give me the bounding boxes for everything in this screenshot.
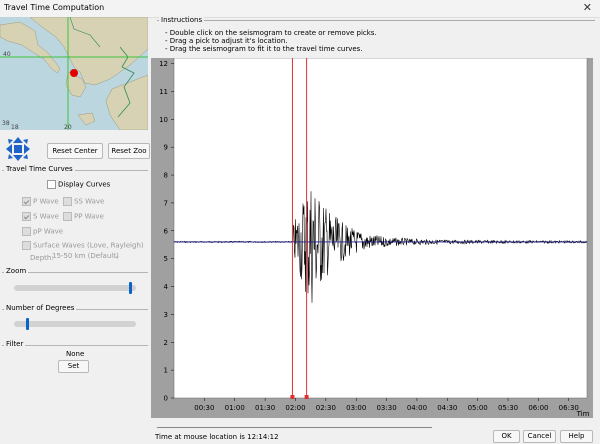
surface-waves-checkbox[interactable]: Surface Waves (Love, Rayleigh) (22, 241, 144, 250)
title-bar: Travel Time Computation ✕ (0, 0, 600, 18)
travel-time-curves-group: Travel Time Curves (2, 165, 148, 173)
horizontal-scrollbar[interactable] (157, 422, 432, 428)
checkbox-label: S Wave (33, 212, 59, 221)
status-text: Time at mouse location is 12:14:12 (155, 433, 279, 441)
instruction-line: - Double click on the seismogram to crea… (165, 29, 377, 37)
lon-label: 18 (11, 124, 19, 130)
checkbox-box[interactable] (22, 241, 31, 250)
depth-value: 15-50 km (Default) (52, 252, 119, 260)
instructions-group: Instructions - Double click on the seism… (157, 16, 595, 59)
depth-select[interactable]: 15-50 km (Default) ⌄ (52, 252, 122, 263)
y-tick-label: 6 (164, 227, 169, 235)
y-tick-label: 2 (164, 339, 168, 347)
x-tick-label: 03:00 (346, 404, 366, 412)
degrees-group: Number of Degrees (2, 304, 148, 312)
zoom-group: Zoom (2, 267, 148, 275)
y-tick-label: 8 (164, 172, 168, 180)
close-icon[interactable]: ✕ (582, 1, 592, 14)
y-tick-label: 7 (164, 199, 168, 207)
checkbox-box[interactable] (22, 227, 31, 236)
plot-area[interactable] (173, 57, 588, 399)
depth-label: Depth: (30, 254, 54, 262)
pick-handle[interactable] (304, 395, 309, 399)
lon-label: 20 (64, 124, 72, 130)
y-tick-label: 5 (164, 255, 168, 263)
y-tick-label: 0 (164, 395, 168, 403)
y-tick-label: 4 (164, 283, 169, 291)
reset-center-button[interactable]: Reset Center (47, 143, 103, 159)
x-tick-label: 04:00 (407, 404, 427, 412)
x-tick-label: 02:30 (316, 404, 336, 412)
ok-button[interactable]: OK (493, 430, 520, 443)
y-tick-label: 12 (159, 60, 168, 68)
instructions-heading: Instructions (159, 16, 205, 24)
x-tick-label: 00:30 (194, 404, 214, 412)
degrees-slider[interactable] (14, 318, 136, 330)
lat-label: 38 (2, 120, 10, 127)
map-canvas: 40 38 18 20 (0, 17, 148, 130)
x-tick-label: 04:30 (437, 404, 457, 412)
x-tick-label: 02:00 (285, 404, 305, 412)
s-wave-checkbox[interactable]: S Wave (22, 212, 59, 221)
x-tick-label: 05:30 (498, 404, 518, 412)
filter-group: Filter (2, 340, 148, 348)
pick-handle[interactable] (290, 395, 295, 399)
pp-lower-wave-checkbox[interactable]: pP Wave (22, 227, 63, 236)
map-view[interactable]: 40 38 18 20 (0, 17, 148, 130)
y-tick-label: 3 (164, 311, 168, 319)
checkbox-box[interactable] (63, 212, 72, 221)
x-tick-label: 01:30 (255, 404, 275, 412)
y-tick-label: 9 (164, 144, 168, 152)
group-label: Zoom (4, 267, 29, 275)
chevron-down-icon: ⌄ (114, 252, 120, 260)
degrees-slider-thumb[interactable] (26, 318, 29, 330)
checkbox-box[interactable] (22, 212, 31, 221)
y-tick-label: 10 (159, 116, 168, 124)
checkbox-box[interactable] (63, 197, 72, 206)
station-marker (70, 69, 78, 77)
filter-set-button[interactable]: Set (58, 360, 89, 373)
x-tick-label: 03:30 (376, 404, 396, 412)
checkbox-box[interactable] (22, 197, 31, 206)
group-label: Filter (4, 340, 26, 348)
checkbox-box[interactable] (47, 180, 56, 189)
checkbox-label: SS Wave (74, 197, 105, 206)
zoom-slider[interactable] (14, 282, 136, 294)
pp-wave-checkbox[interactable]: PP Wave (63, 212, 104, 221)
x-tick-label: 06:00 (528, 404, 548, 412)
window-title: Travel Time Computation (4, 3, 105, 12)
x-axis-title: Tim (576, 410, 590, 418)
x-tick-label: 06:30 (559, 404, 579, 412)
y-tick-label: 1 (164, 367, 168, 375)
checkbox-label: PP Wave (74, 212, 104, 221)
x-tick-label: 05:00 (468, 404, 488, 412)
cancel-button[interactable]: Cancel (523, 430, 556, 443)
checkbox-label: Display Curves (58, 180, 111, 189)
checkbox-label: pP Wave (33, 227, 64, 236)
y-tick-label: 11 (159, 88, 168, 96)
checkbox-label: Surface Waves (Love, Rayleigh) (33, 241, 144, 250)
seismogram-panel[interactable]: 12 11 10 9 8 7 6 5 4 3 2 1 0 00:30 01:00 01:30 02:00 02:3… (151, 57, 593, 418)
lat-label: 40 (3, 51, 11, 58)
zoom-slider-thumb[interactable] (129, 282, 132, 294)
display-curves-checkbox[interactable]: Display Curves (47, 180, 110, 189)
group-label: Travel Time Curves (4, 165, 75, 173)
p-wave-checkbox[interactable]: P Wave (22, 197, 59, 206)
checkbox-label: P Wave (33, 197, 59, 206)
ss-wave-checkbox[interactable]: SS Wave (63, 197, 104, 206)
instruction-line: - Drag the seismogram to fit it to the t… (165, 45, 363, 53)
help-button[interactable]: Help (560, 430, 593, 443)
x-tick-label: 01:00 (225, 404, 245, 412)
filter-value: None (66, 350, 85, 358)
group-label: Number of Degrees (4, 304, 77, 312)
pan-arrows-icon[interactable] (6, 137, 30, 161)
reset-zoom-button[interactable]: Reset Zoo (108, 143, 150, 159)
instruction-line: - Drag a pick to adjust it's location. (165, 37, 288, 45)
